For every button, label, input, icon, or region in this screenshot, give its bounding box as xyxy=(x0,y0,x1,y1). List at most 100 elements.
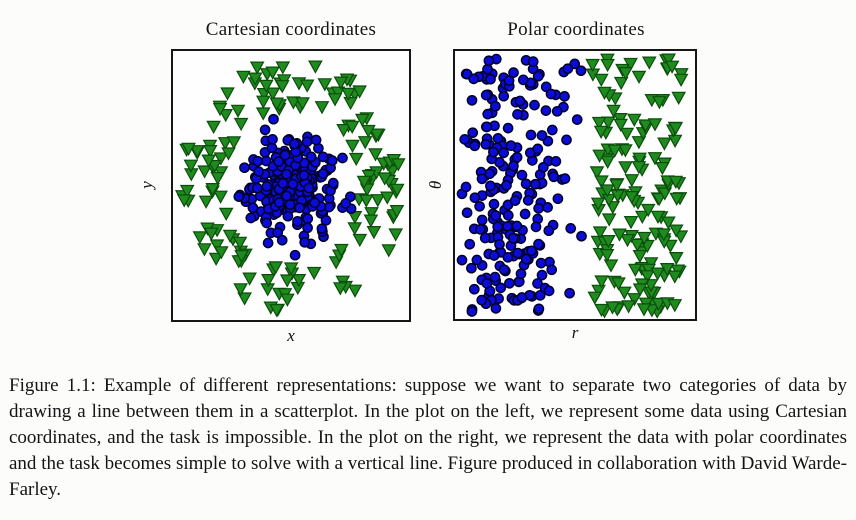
data-point-triangle xyxy=(657,137,672,151)
data-point-circle xyxy=(498,147,510,159)
data-point-triangle xyxy=(236,70,251,85)
data-point-triangle xyxy=(613,118,629,132)
data-point-triangle xyxy=(198,195,214,209)
data-point-triangle xyxy=(632,249,648,264)
data-point-triangle xyxy=(667,270,683,284)
data-point-triangle xyxy=(618,144,633,158)
data-point-circle xyxy=(327,177,339,189)
data-point-circle xyxy=(273,156,285,168)
data-point-circle xyxy=(284,199,296,210)
data-point-circle xyxy=(502,122,514,134)
data-point-triangle xyxy=(363,214,379,228)
data-point-triangle xyxy=(233,283,248,297)
data-point-circle xyxy=(492,221,504,233)
data-point-triangle xyxy=(651,297,666,312)
data-point-triangle xyxy=(269,304,285,318)
data-point-circle xyxy=(490,303,502,314)
polar-scatter-canvas xyxy=(456,53,689,319)
cartesian-scatter-plot xyxy=(171,49,411,322)
data-point-triangle xyxy=(603,259,619,273)
data-point-circle xyxy=(505,140,517,151)
data-point-triangle xyxy=(212,103,228,117)
data-point-triangle xyxy=(656,228,672,242)
data-point-circle xyxy=(480,138,492,150)
data-point-triangle xyxy=(283,262,299,276)
data-point-triangle xyxy=(621,300,636,314)
data-point-triangle xyxy=(661,216,676,230)
data-point-triangle xyxy=(664,60,680,74)
polar-x-axis-label: r xyxy=(571,323,579,342)
data-point-triangle xyxy=(634,210,650,224)
data-point-triangle xyxy=(344,120,360,134)
data-point-circle xyxy=(532,278,543,289)
data-point-triangle xyxy=(347,222,363,236)
data-point-triangle xyxy=(661,53,677,67)
data-point-circle xyxy=(571,114,583,125)
data-point-triangle xyxy=(597,86,612,100)
data-point-triangle xyxy=(210,171,226,186)
data-point-circle xyxy=(261,181,273,192)
data-point-circle xyxy=(533,203,544,214)
data-point-triangle xyxy=(261,273,276,288)
data-point-triangle xyxy=(643,257,659,271)
data-point-triangle xyxy=(605,301,620,315)
data-point-circle xyxy=(526,245,537,257)
data-point-triangle xyxy=(590,197,606,211)
data-point-triangle xyxy=(197,243,212,257)
data-point-circle xyxy=(507,232,519,244)
data-point-circle xyxy=(494,238,505,250)
data-point-circle xyxy=(298,169,310,181)
data-point-triangle xyxy=(202,144,218,159)
data-point-triangle xyxy=(599,248,615,263)
data-point-circle xyxy=(543,225,555,237)
data-point-triangle xyxy=(295,97,310,111)
data-point-triangle xyxy=(213,190,228,204)
data-point-circle xyxy=(281,190,293,202)
data-point-circle xyxy=(267,133,278,145)
data-point-triangle xyxy=(619,127,635,142)
data-point-triangle xyxy=(265,87,281,101)
data-point-circle xyxy=(281,168,292,180)
data-point-triangle xyxy=(203,227,219,241)
data-point-triangle xyxy=(279,274,295,288)
data-point-triangle xyxy=(274,80,290,94)
data-point-circle xyxy=(511,220,523,232)
data-point-circle xyxy=(550,156,562,167)
data-point-circle xyxy=(317,151,329,163)
data-point-circle xyxy=(490,100,501,112)
data-point-triangle xyxy=(601,234,616,249)
data-point-circle xyxy=(485,73,496,85)
data-point-triangle xyxy=(647,152,663,166)
data-point-circle xyxy=(301,136,313,148)
data-point-circle xyxy=(532,70,544,82)
data-point-triangle xyxy=(265,66,280,80)
polar-plot-title: Polar coordinates xyxy=(507,19,645,40)
data-point-triangle xyxy=(638,119,653,133)
data-point-triangle xyxy=(234,250,249,264)
data-point-circle xyxy=(469,192,481,204)
data-point-circle xyxy=(533,238,544,250)
data-point-triangle xyxy=(651,192,667,207)
data-point-triangle xyxy=(620,233,635,248)
data-point-triangle xyxy=(345,139,360,154)
data-point-circle xyxy=(482,108,494,120)
data-point-circle xyxy=(508,67,519,78)
data-point-triangle xyxy=(358,194,374,208)
data-point-triangle xyxy=(594,303,609,318)
data-point-circle xyxy=(543,285,555,297)
data-point-circle xyxy=(537,161,549,173)
data-point-triangle xyxy=(592,226,608,240)
data-point-triangle xyxy=(314,101,330,115)
cartesian-plot-title: Cartesian coordinates xyxy=(205,19,377,40)
data-point-circle xyxy=(530,221,542,233)
data-point-circle xyxy=(276,234,288,246)
data-point-triangle xyxy=(381,244,397,258)
data-point-triangle xyxy=(647,118,663,132)
data-point-circle xyxy=(292,216,303,227)
data-point-triangle xyxy=(334,243,349,258)
data-point-triangle xyxy=(673,73,689,87)
figure-caption: Figure 1.1: Example of different represe… xyxy=(9,375,847,500)
data-point-triangle xyxy=(613,76,629,91)
data-point-circle xyxy=(559,91,570,102)
data-point-triangle xyxy=(218,109,234,123)
